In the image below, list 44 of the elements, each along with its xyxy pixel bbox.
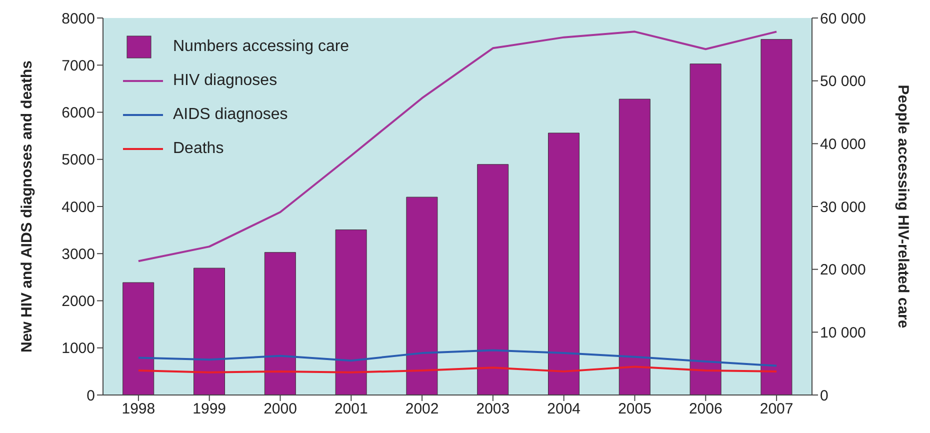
- x-tick-label: 2000: [264, 400, 297, 418]
- y-tick-label: 3000: [62, 246, 95, 263]
- bar: [477, 164, 509, 395]
- bar: [618, 98, 650, 395]
- x-tick-label: 2006: [688, 400, 722, 418]
- x-tick-label: 2004: [547, 400, 581, 418]
- bar: [264, 252, 296, 395]
- bar: [690, 64, 722, 395]
- x-tick-label: 2007: [760, 400, 794, 418]
- bar: [760, 39, 792, 395]
- x-tick-label: 2005: [618, 400, 652, 418]
- x-tick-label: 1998: [122, 400, 156, 418]
- y-tick-label: 2000: [62, 293, 95, 310]
- x-tick-label: 1999: [192, 400, 226, 418]
- y2-tick-label: 30 000: [820, 198, 866, 216]
- legend-label: Deaths: [173, 139, 224, 159]
- y2-tick-label: 50 000: [820, 73, 866, 90]
- bar: [335, 230, 367, 395]
- bar: [122, 282, 154, 395]
- y2-tick-label: 0: [820, 387, 828, 404]
- y2-axis-title: People accessing HIV-related care: [894, 84, 912, 328]
- x-tick-label: 2003: [476, 400, 510, 418]
- x-tick-label: 2001: [334, 400, 368, 418]
- y-tick-label: 6000: [62, 104, 95, 122]
- y2-tick-label: 10 000: [820, 324, 866, 342]
- line-series: [137, 30, 778, 262]
- y-tick-label: 1000: [62, 340, 95, 358]
- y2-tick-label: 20 000: [820, 262, 866, 279]
- legend-label: HIV diagnoses: [173, 71, 278, 91]
- y-tick-label: 4000: [62, 198, 95, 216]
- x-tick-label: 2002: [405, 400, 439, 418]
- y-tick-label: 5000: [62, 152, 95, 169]
- y2-tick-label: 40 000: [820, 136, 866, 153]
- line-series: [137, 349, 778, 367]
- y2-tick-label: 60 000: [820, 10, 866, 28]
- bar: [194, 268, 225, 395]
- legend-label: AIDS diagnoses: [173, 105, 288, 125]
- y-axis-title: New HIV and AIDS diagnoses and deaths: [18, 60, 36, 353]
- y-tick-label: 8000: [62, 10, 95, 28]
- y-tick-label: 7000: [62, 57, 95, 74]
- bar: [406, 196, 438, 395]
- legend-label: Numbers accessing care: [173, 37, 350, 57]
- y-tick-label: 0: [86, 387, 95, 404]
- bar: [548, 132, 580, 395]
